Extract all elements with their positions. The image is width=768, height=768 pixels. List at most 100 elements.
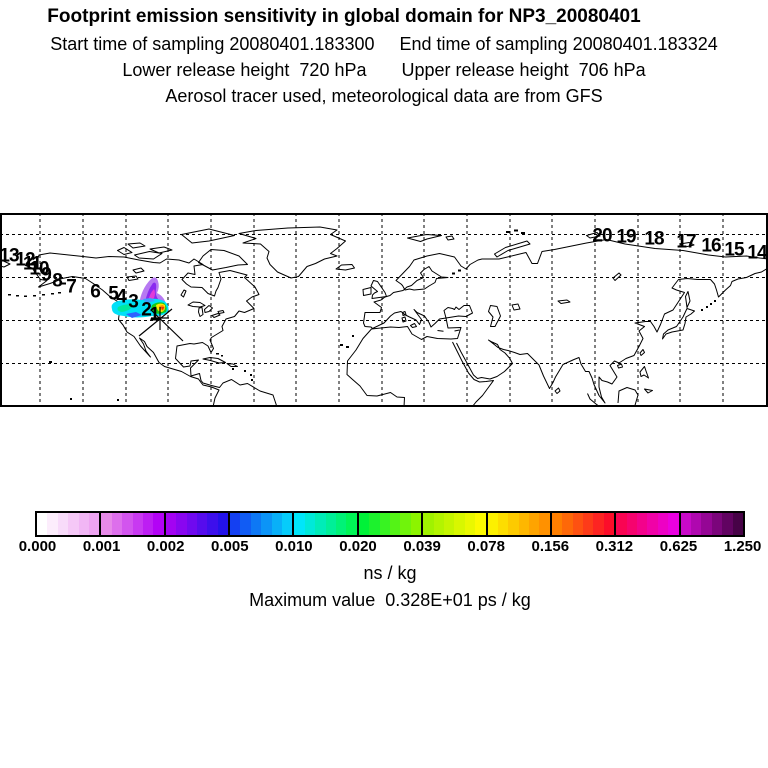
colorbar-tick-0.078: 0.078 — [467, 538, 505, 555]
colorbar-cell — [722, 513, 733, 535]
trajectory-hour-labels: 20 19 18 17 16 15 14 13 12 11 10 9 8 7 6 5 4 3 2 1 — [0, 213, 768, 407]
colorbar-cell — [186, 513, 197, 535]
colorbar-cell — [153, 513, 164, 535]
trajectory-label-19: 19 — [616, 226, 636, 248]
colorbar-cell — [165, 513, 177, 535]
colorbar-segment-5 — [356, 513, 422, 535]
colorbar-cell — [701, 513, 712, 535]
colorbar-segment-0 — [37, 513, 100, 535]
colorbar-tick-0.010: 0.010 — [275, 538, 313, 555]
colorbar-cell — [358, 513, 370, 535]
colorbar-cell — [668, 513, 679, 535]
colorbar-cell — [122, 513, 133, 535]
colorbar-cell — [443, 513, 455, 535]
colorbar-cell — [410, 513, 422, 535]
colorbar-tick-0.000: 0.000 — [18, 538, 57, 555]
colorbar-cell — [464, 513, 476, 535]
colorbar-ticks: 0.000 0.001 0.002 0.005 0.010 0.020 0.039 0.078… — [0, 538, 768, 558]
colorbar-tick-0.625: 0.625 — [659, 538, 698, 555]
colorbar-cell — [230, 513, 241, 535]
colorbar-cell — [346, 513, 357, 535]
colorbar-cell — [282, 513, 293, 535]
release-heights-line: Lower release height 720 hPa Upper relea… — [122, 60, 646, 80]
colorbar-cell — [583, 513, 594, 535]
tracer-info-line: Aerosol tracer used, meteorological data… — [165, 86, 603, 106]
colorbar-cell — [400, 513, 411, 535]
colorbar-cell — [497, 513, 509, 535]
colorbar-cell — [369, 513, 380, 535]
colorbar-cell — [261, 513, 272, 535]
coastlines — [0, 226, 768, 407]
colorbar-cell — [88, 513, 100, 535]
trajectory-label-4: 4 — [116, 286, 127, 308]
island-dots — [8, 229, 716, 401]
colorbar-cell — [572, 513, 584, 535]
colorbar-segment-6 — [421, 513, 486, 535]
colorbar-cell — [142, 513, 154, 535]
colorbar-tick-0.020: 0.020 — [339, 538, 377, 555]
colorbar-segment-2 — [163, 513, 229, 535]
trajectory-label-12: 12 — [15, 249, 35, 271]
colorbar-cell — [101, 513, 112, 535]
colorbar-cell — [68, 513, 79, 535]
trajectory-label-7: 7 — [66, 276, 77, 298]
map-border — [0, 213, 768, 407]
trajectory-label-1: 1 — [149, 304, 160, 326]
colorbar-cell — [325, 513, 336, 535]
trajectory-label-6: 6 — [90, 281, 101, 303]
colorbar-cell — [637, 513, 648, 535]
colorbar-cell — [529, 513, 540, 535]
colorbar-cell — [240, 513, 251, 535]
colorbar-segment-3 — [228, 513, 293, 535]
colorbar-cell — [626, 513, 638, 535]
colorbar-cell — [37, 513, 48, 535]
trajectory-label-18: 18 — [644, 228, 664, 250]
release-point-marker — [138, 307, 184, 342]
colorbar-cell — [616, 513, 627, 535]
colorbar-segment-10 — [678, 513, 743, 535]
trajectory-label-2: 2 — [141, 299, 152, 321]
colorbar-cell — [379, 513, 390, 535]
colorbar-segment-8 — [549, 513, 615, 535]
colorbar-cell — [551, 513, 563, 535]
colorbar-cell — [315, 513, 326, 535]
colorbar-cell — [294, 513, 305, 535]
colorbar-cell — [562, 513, 573, 535]
maximum-value-label: Maximum value 0.328E+01 ps / kg — [249, 590, 531, 610]
colorbar-cell — [518, 513, 530, 535]
colorbar-cell — [207, 513, 218, 535]
trajectory-label-5: 5 — [108, 283, 119, 305]
trajectory-label-8: 8 — [52, 270, 63, 292]
colorbar-cell — [690, 513, 702, 535]
graticule — [0, 213, 768, 407]
colorbar-cell — [111, 513, 123, 535]
colorbar-cell — [711, 513, 723, 535]
trajectory-label-20: 20 — [592, 225, 612, 247]
colorbar-segment-4 — [292, 513, 357, 535]
colorbar-cell — [454, 513, 465, 535]
colorbar-tick-0.005: 0.005 — [211, 538, 249, 555]
trajectory-label-16: 16 — [701, 235, 721, 257]
colorbar-tick-0.156: 0.156 — [531, 538, 570, 555]
colorbar-cell — [593, 513, 604, 535]
colorbar-cell — [508, 513, 519, 535]
colorbar-cell — [304, 513, 316, 535]
colorbar-cell — [423, 513, 434, 535]
colorbar-tick-1.250: 1.250 — [723, 538, 762, 555]
trajectory-label-14: 14 — [747, 242, 767, 264]
colorbar-segment-7 — [485, 513, 550, 535]
sampling-times-line: Start time of sampling 20080401.183300 E… — [50, 34, 718, 54]
world-map: 20 19 18 17 16 15 14 13 12 11 10 9 8 7 6 5 4 3 2 1 — [0, 213, 768, 407]
colorbar-cell — [539, 513, 550, 535]
trajectory-label-13: 13 — [0, 245, 20, 267]
trajectory-label-17: 17 — [676, 231, 696, 253]
colorbar-cell — [647, 513, 658, 535]
colorbar-cell — [176, 513, 187, 535]
colorbar-cell — [57, 513, 69, 535]
map-canvas — [0, 213, 768, 407]
colorbar-cell — [132, 513, 143, 535]
colorbar-cell — [680, 513, 691, 535]
colorbar-cell — [336, 513, 347, 535]
colorbar-units: ns / kg — [363, 563, 417, 583]
